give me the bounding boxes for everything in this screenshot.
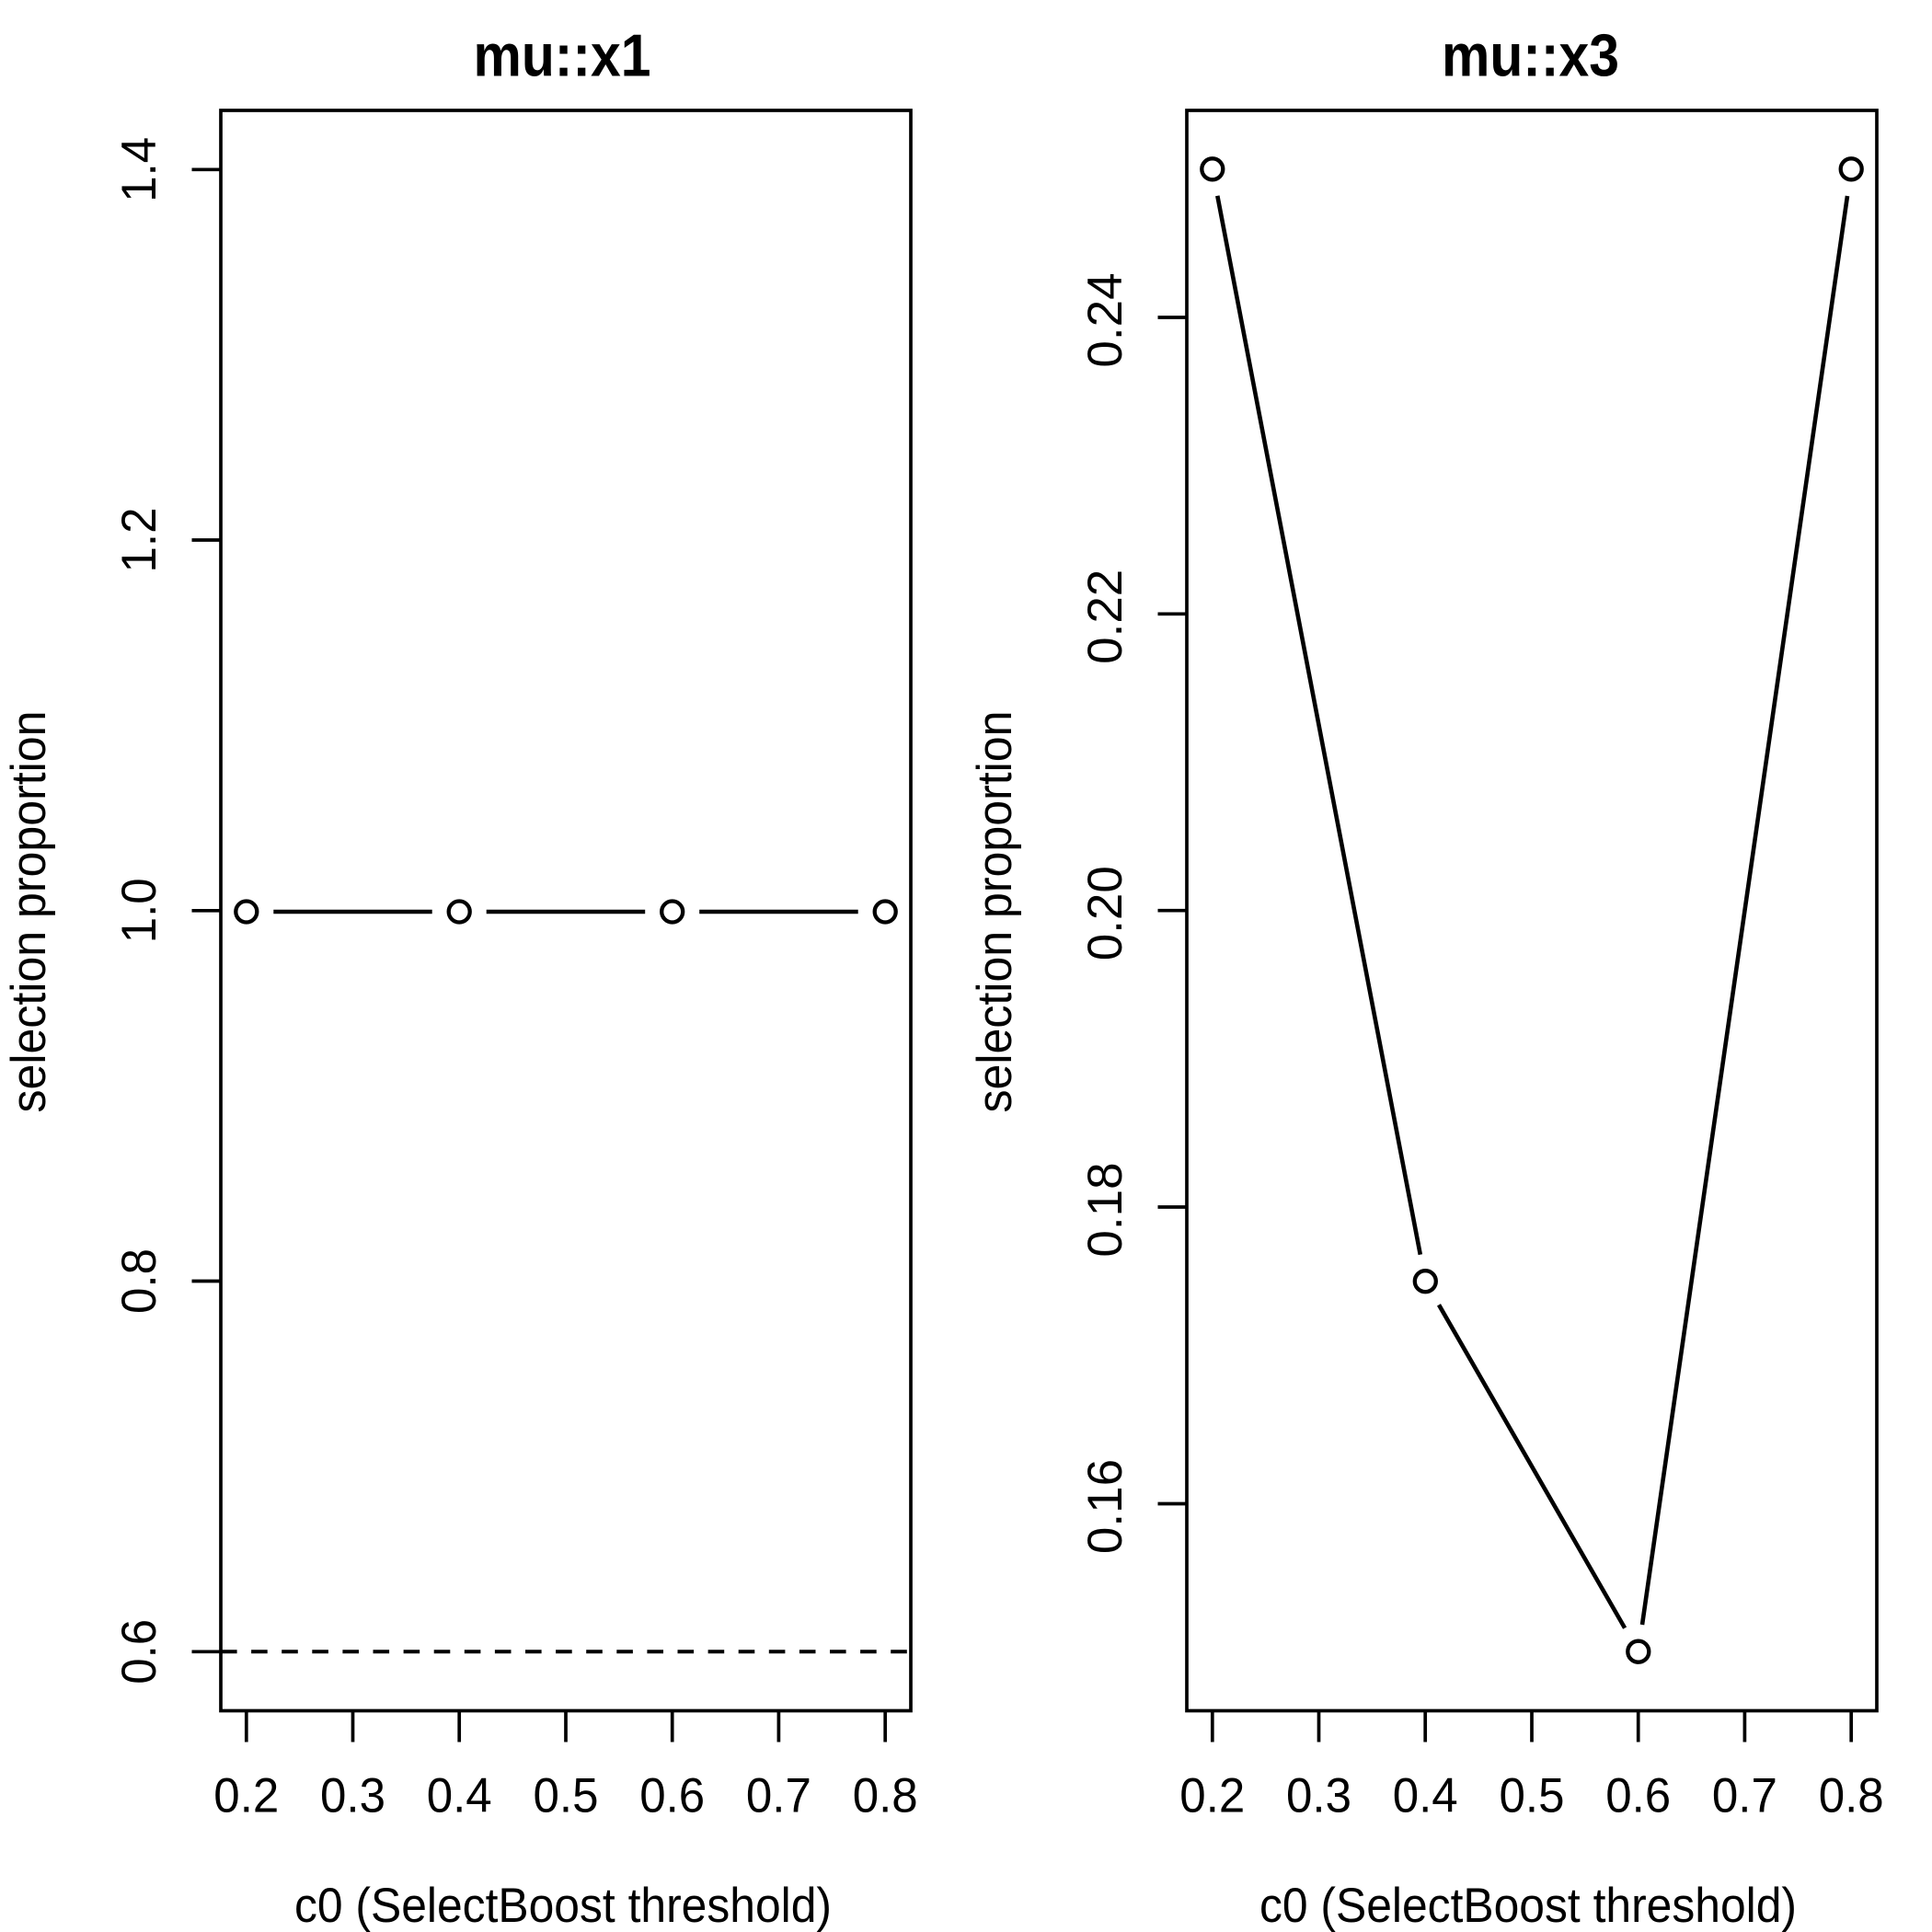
svg-text:0.2: 0.2 xyxy=(213,1769,279,1823)
svg-text:0.3: 0.3 xyxy=(320,1769,385,1823)
svg-text:0.22: 0.22 xyxy=(1078,569,1133,664)
svg-text:0.16: 0.16 xyxy=(1078,1459,1133,1554)
svg-text:0.6: 0.6 xyxy=(112,1619,167,1685)
svg-text:selection proportion: selection proportion xyxy=(968,711,1022,1113)
svg-text:0.8: 0.8 xyxy=(112,1248,167,1314)
svg-text:0.6: 0.6 xyxy=(639,1769,705,1823)
svg-text:0.3: 0.3 xyxy=(1286,1769,1351,1823)
svg-text:0.5: 0.5 xyxy=(534,1769,599,1823)
svg-text:1.0: 1.0 xyxy=(112,878,167,943)
svg-text:1.4: 1.4 xyxy=(112,137,167,202)
svg-text:0.5: 0.5 xyxy=(1500,1769,1565,1823)
svg-text:0.6: 0.6 xyxy=(1605,1769,1671,1823)
svg-text:mu::x3: mu::x3 xyxy=(1442,22,1619,89)
svg-text:0.8: 0.8 xyxy=(1819,1769,1884,1823)
svg-text:c0 (SelectBoost threshold): c0 (SelectBoost threshold) xyxy=(294,1879,832,1932)
svg-text:0.2: 0.2 xyxy=(1179,1769,1245,1823)
svg-text:0.8: 0.8 xyxy=(853,1769,918,1823)
svg-text:0.4: 0.4 xyxy=(1393,1769,1458,1823)
svg-text:0.18: 0.18 xyxy=(1078,1162,1133,1257)
svg-text:c0 (SelectBoost threshold): c0 (SelectBoost threshold) xyxy=(1259,1879,1797,1932)
svg-text:selection proportion: selection proportion xyxy=(2,711,56,1113)
svg-text:1.2: 1.2 xyxy=(112,508,167,573)
svg-text:0.4: 0.4 xyxy=(427,1769,492,1823)
svg-text:0.7: 0.7 xyxy=(1712,1769,1777,1823)
svg-text:0.7: 0.7 xyxy=(746,1769,811,1823)
svg-text:0.20: 0.20 xyxy=(1078,866,1133,960)
svg-text:mu::x1: mu::x1 xyxy=(474,22,651,89)
svg-text:0.24: 0.24 xyxy=(1078,272,1133,367)
